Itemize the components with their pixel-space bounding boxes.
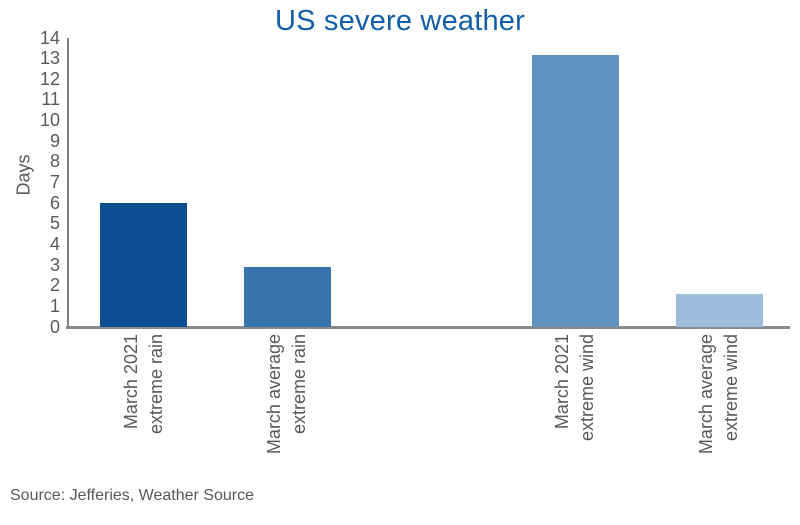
x-axis-label-line: extreme rain [145, 334, 166, 435]
x-axis-label: March 2021 extreme wind [550, 334, 600, 484]
x-axis-label-line: extreme wind [721, 334, 742, 442]
x-axis-label-line: March 2021 [552, 334, 573, 430]
source-note: Source: Jefferies, Weather Source [10, 487, 254, 504]
y-tick-label: 13 [39, 48, 60, 69]
y-axis-line [67, 38, 69, 327]
y-tick-label: 1 [49, 295, 60, 316]
y-tick-label: 14 [39, 27, 60, 48]
y-tick-label: 4 [49, 233, 60, 254]
bar-march-average-extreme-rain [243, 267, 331, 327]
bar-march-2021-extreme-rain [100, 203, 188, 327]
y-tick-label: 11 [41, 89, 60, 110]
y-tick-label: 0 [49, 316, 60, 337]
x-axis-label-line: March average [264, 334, 285, 455]
y-tick-label: 10 [39, 110, 60, 131]
y-tick-label: 6 [49, 192, 60, 213]
x-axis-label-line: extreme wind [577, 334, 598, 442]
x-axis-label-line: March average [696, 334, 717, 455]
y-tick-label: 7 [49, 172, 60, 192]
y-tick-label: 12 [39, 68, 60, 89]
x-axis-label-line: March 2021 [120, 334, 141, 430]
x-axis-label-line: extreme rain [289, 334, 310, 435]
x-axis-label: March average extreme rain [262, 334, 312, 484]
y-tick-label: 9 [49, 130, 60, 151]
x-axis-line [66, 326, 790, 329]
bar-march-2021-extreme-wind [531, 54, 619, 327]
chart-title: US severe weather [274, 5, 525, 37]
x-axis-label: March 2021 extreme rain [119, 334, 169, 484]
x-axis-label: March average extreme wind [694, 334, 744, 484]
y-tick-label: 5 [49, 213, 60, 234]
y-tick-label: 8 [49, 151, 60, 172]
bar-march-average-extreme-wind [675, 293, 763, 327]
y-tick-label: 2 [49, 275, 60, 296]
y-tick-label: 3 [49, 254, 60, 275]
